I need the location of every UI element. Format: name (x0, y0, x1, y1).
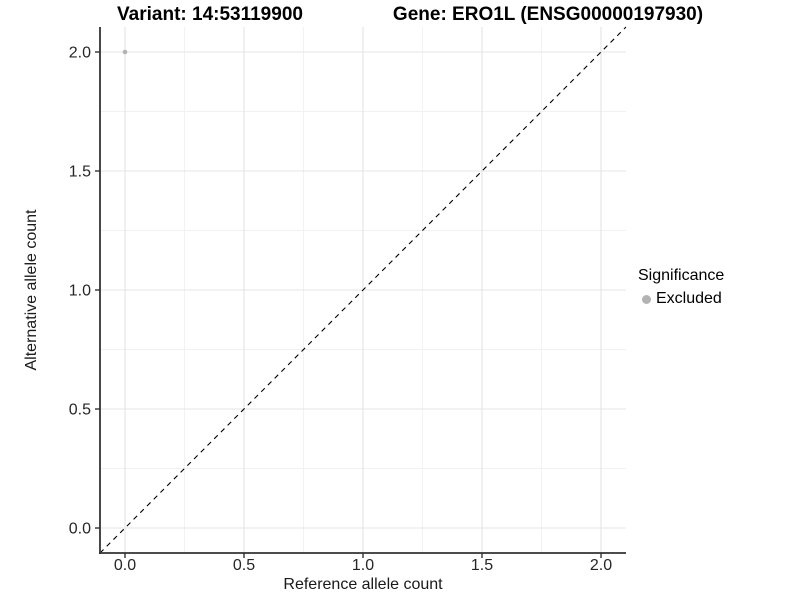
legend-point-icon (642, 294, 651, 304)
x-tick-label: 2.0 (590, 557, 612, 574)
y-axis-label: Alternative allele count (23, 209, 40, 371)
data-point (122, 49, 128, 55)
x-tick-label: 0.5 (233, 557, 255, 574)
plot-title-gene: Gene: ERO1L (ENSG00000197930) (392, 4, 704, 25)
y-tick-label: 1.0 (69, 283, 91, 300)
y-tick-label: 0.0 (69, 521, 91, 538)
y-tick-label: 2.0 (69, 44, 91, 61)
legend: Significance Excluded (638, 266, 724, 309)
x-tick-label: 1.0 (352, 557, 374, 574)
y-tick-label: 0.5 (69, 402, 91, 419)
x-tick-label: 1.5 (471, 557, 493, 574)
y-tick-label: 1.5 (69, 163, 91, 180)
x-tick-label: 0.0 (114, 557, 136, 574)
legend-title: Significance (638, 267, 725, 284)
legend-item-label: Excluded (656, 290, 722, 307)
plot-title-variant: Variant: 14:53119900 (117, 4, 303, 25)
x-axis-label: Reference allele count (283, 576, 443, 593)
identity-reference-line (99, 26, 627, 554)
legend-item-excluded: Excluded (638, 289, 724, 309)
